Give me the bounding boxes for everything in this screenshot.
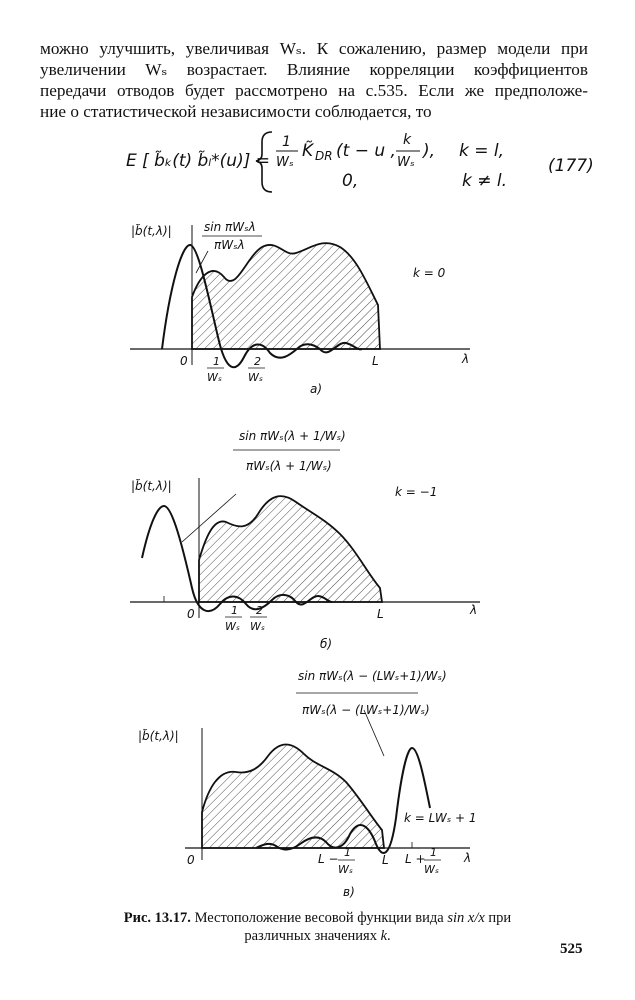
figure-b: sin πWₛ(λ + 1/Wₛ) πWₛ(λ + 1/Wₛ) |b̃(t,λ)… <box>130 429 480 651</box>
fig-c-func-num: sin πWₛ(λ − (LWₛ+1)/Wₛ) <box>298 669 447 683</box>
fig-b-func-den: πWₛ(λ + 1/Wₛ) <box>246 459 332 473</box>
paragraph-line: увеличении Wₛ возрастает. Влияние коррел… <box>40 60 588 79</box>
fig-b-func-num: sin πWₛ(λ + 1/Wₛ) <box>239 429 346 443</box>
equation-177: E [ b̃ₖ(t) b̃ₗ*(u)] = 1 Wₛ K̃ DR (t − u … <box>126 131 594 193</box>
caption-prefix: Рис. 13.17. <box>123 910 191 926</box>
fig-a-k-label: k = 0 <box>413 266 446 280</box>
eq-lhs: E [ b̃ₖ(t) b̃ₗ*(u)] = <box>126 150 270 171</box>
fig-a-sublabel: а) <box>310 382 322 396</box>
fig-a-xlabel: λ <box>461 352 469 366</box>
eq-args-close: ), <box>421 141 435 161</box>
sinc-weight-curve <box>161 243 363 369</box>
eq-kernel-sub: DR <box>315 149 333 163</box>
fig-c-tickp-den: Wₛ <box>424 863 439 876</box>
eq-number: (177) <box>548 156 594 176</box>
fig-a-tick1-den: Wₛ <box>207 371 222 384</box>
fig-a-func-num: sin πWₛλ <box>204 220 256 234</box>
fig-a-tick2-den: Wₛ <box>248 371 263 384</box>
fig-b-tick2-num: 2 <box>256 604 263 617</box>
eq-args-den: Wₛ <box>397 155 415 170</box>
paragraph-line: можно улучшить, увеличивая Wₛ. К сожален… <box>40 39 588 58</box>
channel-response-area <box>198 495 384 603</box>
paragraph-line: передачи отводов будет рассмотрено на с.… <box>40 81 588 100</box>
fig-a-func-den: πWₛλ <box>214 238 245 252</box>
fig-b-ylabel: |b̃(t,λ)| <box>131 479 172 493</box>
eq-cond2: k ≠ l. <box>462 171 507 191</box>
leader-line <box>181 493 237 543</box>
fig-a-tick1-num: 1 <box>213 355 220 368</box>
eq-args-open: (t − u , <box>336 141 396 161</box>
fig-c-origin: 0 <box>187 853 195 867</box>
caption-k: k <box>380 928 388 944</box>
eq-args-num: k <box>403 132 412 148</box>
eq-kernel: K̃ <box>302 140 315 161</box>
fig-c-tickm-den: Wₛ <box>338 863 353 876</box>
fig-a-tick2-num: 2 <box>254 355 261 368</box>
fig-c-tickm-main: L − <box>318 852 339 866</box>
fig-b-origin: 0 <box>187 607 195 621</box>
left-brace <box>255 131 273 193</box>
body-paragraph: можно улучшить, увеличивая Wₛ. К сожален… <box>40 38 588 122</box>
page-number: 525 <box>560 941 583 957</box>
leader-line <box>363 709 385 757</box>
figure-a: |b̃(t,λ)| sin πWₛλ πWₛλ k = 0 0 1 Wₛ 2 W… <box>130 220 470 396</box>
channel-response-area <box>191 242 381 350</box>
fig-b-tick2-den: Wₛ <box>250 620 265 633</box>
caption-text: различных значениях <box>244 928 381 944</box>
caption-text: Местоположение весовой функции вида <box>190 910 448 926</box>
fig-c-xlabel: λ <box>463 851 471 865</box>
leader-line <box>195 250 209 274</box>
sinc-weight-curve <box>141 504 333 613</box>
fig-b-L: L <box>377 607 384 621</box>
caption-formula: sin x/x <box>447 910 485 926</box>
caption-line-2: различных значениях k. <box>0 927 635 945</box>
fig-c-tickm-num: 1 <box>344 846 351 859</box>
eq-zero: 0, <box>342 171 358 191</box>
eq-frac-den: Wₛ <box>276 155 294 170</box>
sinc-weight-curve <box>255 746 431 854</box>
fig-b-sublabel: б) <box>320 637 332 651</box>
fig-c-tickp-num: 1 <box>430 846 437 859</box>
fig-c-L: L <box>382 853 389 867</box>
fig-b-k-label: k = −1 <box>395 485 437 499</box>
fig-c-sublabel: в) <box>343 885 355 899</box>
caption-text: . <box>387 928 391 944</box>
caption-text: при <box>484 910 512 926</box>
eq-frac-num: 1 <box>282 134 291 150</box>
fig-b-xlabel: λ <box>469 603 477 617</box>
fig-a-L: L <box>372 354 379 368</box>
fig-c-k-label: k = LWₛ + 1 <box>404 811 477 825</box>
figure-caption: Рис. 13.17. Местоположение весовой функц… <box>0 909 635 945</box>
fig-c-func-den: πWₛ(λ − (LWₛ+1)/Wₛ) <box>302 703 430 717</box>
fig-c-ylabel: |b̃(t,λ)| <box>138 729 179 743</box>
eq-cond1: k = l, <box>459 141 504 161</box>
caption-line-1: Рис. 13.17. Местоположение весовой функц… <box>0 909 635 927</box>
figure-c: sin πWₛ(λ − (LWₛ+1)/Wₛ) πWₛ(λ − (LWₛ+1)/… <box>138 669 477 899</box>
fig-b-tick1-den: Wₛ <box>225 620 240 633</box>
fig-c-tickp-main: L + <box>405 852 426 866</box>
paragraph-line: ние о статистической независимости соблю… <box>40 102 432 121</box>
fig-a-origin: 0 <box>180 354 188 368</box>
channel-response-area <box>201 743 386 849</box>
fig-a-ylabel: |b̃(t,λ)| <box>131 224 172 238</box>
fig-b-tick1-num: 1 <box>231 604 238 617</box>
